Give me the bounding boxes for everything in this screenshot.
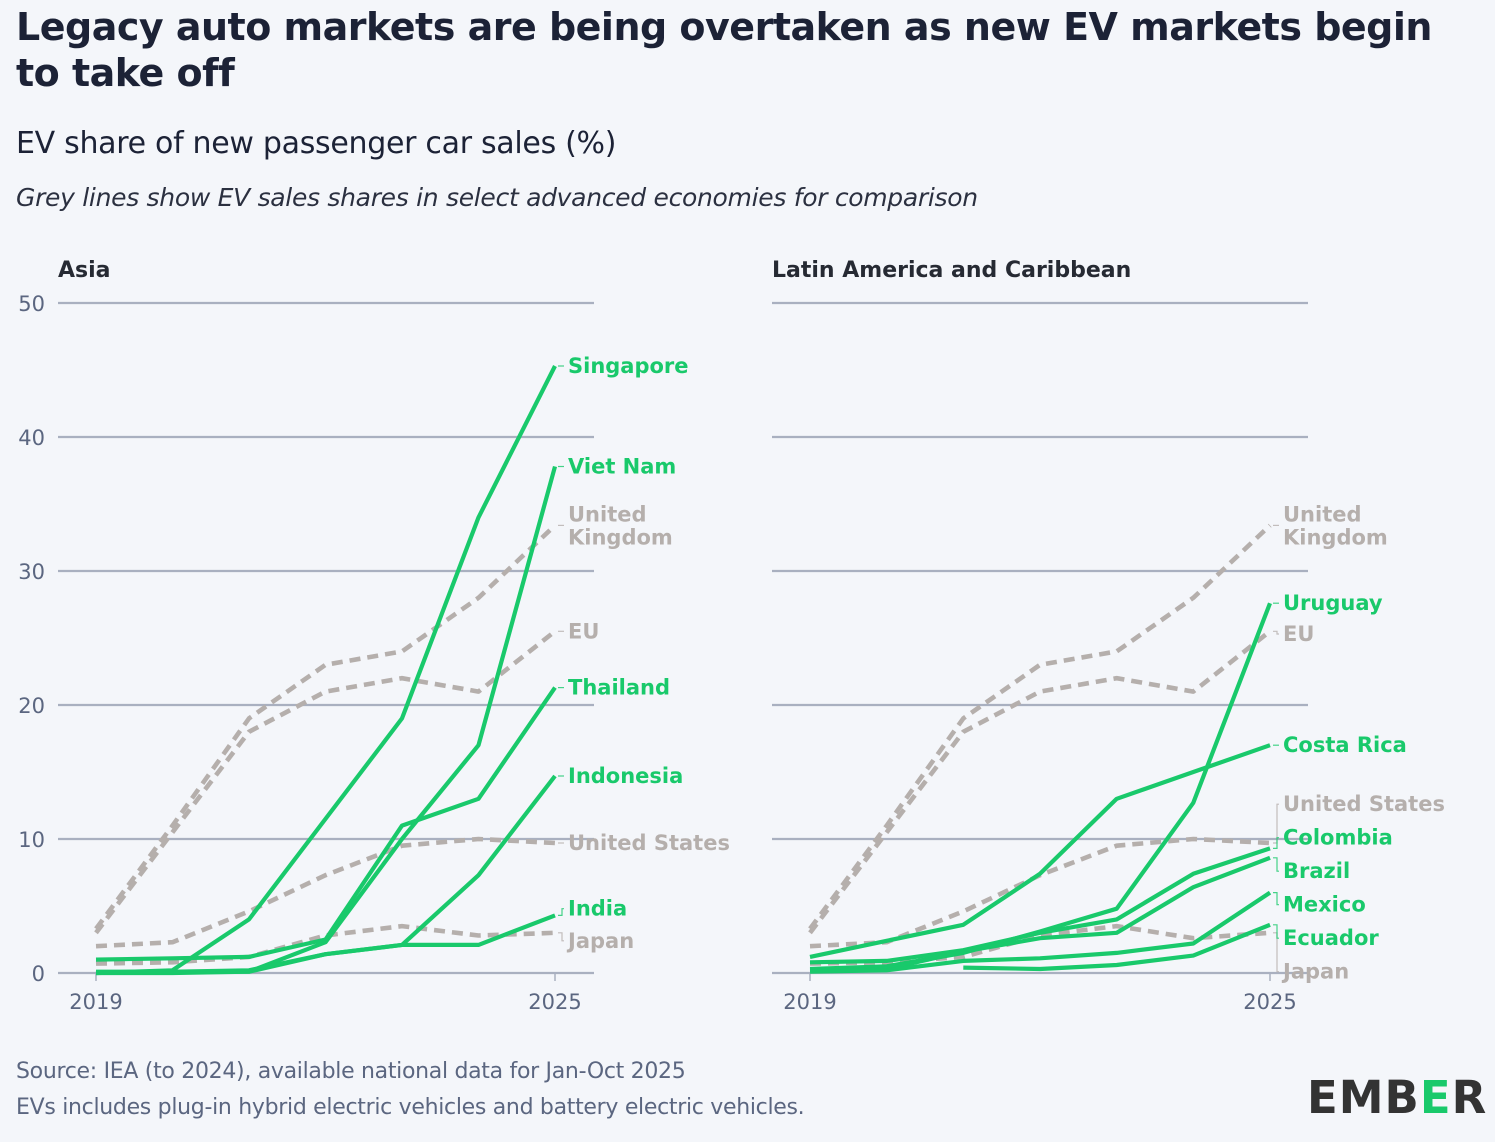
series-label-colombia: Colombia [1283, 826, 1393, 850]
y-tick-label: 30 [18, 560, 45, 584]
series-label-japan: Japan [566, 929, 634, 953]
chart-title: Legacy auto markets are being overtaken … [16, 5, 1432, 95]
panel-title: Asia [58, 258, 111, 283]
series-label-japan: Japan [1281, 960, 1349, 984]
label-connector [558, 908, 564, 916]
label-connector [1273, 837, 1279, 849]
series-label-brazil: Brazil [1283, 859, 1350, 883]
series-line-colombia [809, 846, 1271, 965]
y-tick-label: 20 [18, 694, 45, 718]
series-label-indonesia: Indonesia [568, 764, 683, 788]
series-label-united-kingdom: United Kingdom [1283, 502, 1388, 549]
series-line-costa-rica [809, 743, 1271, 959]
series-label-mexico: Mexico [1283, 893, 1366, 917]
label-connector [1273, 857, 1279, 872]
series-label-uruguay: Uruguay [1283, 591, 1383, 615]
series-label-india: India [568, 897, 627, 921]
series-line-viet-nam [96, 465, 558, 976]
series-label-eu: EU [1283, 622, 1314, 646]
y-tick-label: 50 [18, 292, 45, 316]
series-label-eu: EU [568, 619, 599, 643]
chart-note: Grey lines show EV sales shares in selec… [16, 183, 978, 212]
label-connector [1273, 892, 1279, 906]
label-connector [558, 932, 564, 942]
panel-asia: Asia 0 10 20 30 40 50 2019 2025 United Kingdom EU Un… [18, 258, 730, 1014]
series-label-costa-rica: Costa Rica [1283, 733, 1407, 757]
label-connector [1273, 630, 1279, 635]
series-line-mexico [809, 890, 1272, 974]
series-label-singapore: Singapore [568, 354, 689, 378]
definition-text: EVs includes plug-in hybrid electric veh… [16, 1095, 805, 1120]
label-connector [1273, 932, 1279, 973]
series-line-japan [95, 923, 556, 966]
panel-latin-america: Latin America and Caribbean 2019 2025 Unite… [772, 258, 1445, 1014]
label-connector [1273, 924, 1279, 939]
series-label-united-states: United States [1283, 792, 1445, 816]
x-tick-label: 2025 [1243, 990, 1296, 1014]
series-line-eu [94, 629, 557, 935]
series-label-united-kingdom: United Kingdom [568, 502, 673, 549]
logo-prefix: EMB [1307, 1071, 1420, 1124]
x-tick-label: 2025 [528, 990, 581, 1014]
chart-subtitle: EV share of new passenger car sales (%) [16, 126, 617, 161]
ember-logo: EMBER [1307, 1071, 1487, 1124]
x-tick-label: 2019 [783, 990, 836, 1014]
series-line-uruguay [809, 602, 1272, 972]
series-line-united-kingdom [94, 523, 557, 931]
series-label-thailand: Thailand [568, 676, 670, 700]
series-label-united-states: United States [568, 831, 730, 855]
source-text: Source: IEA (to 2024), available nationa… [16, 1059, 686, 1084]
logo-green-e: E [1419, 1071, 1452, 1124]
y-tick-label: 40 [18, 426, 45, 450]
label-connector [1273, 803, 1279, 844]
series-line-ecuador [963, 922, 1271, 972]
series-line-singapore [95, 365, 557, 976]
series-line-united-kingdom [808, 523, 1272, 931]
series-line-eu [808, 629, 1272, 935]
series-line-india [96, 913, 556, 974]
series-label-ecuador: Ecuador [1283, 926, 1379, 950]
x-tick-label: 2019 [69, 990, 122, 1014]
y-tick-label: 0 [32, 962, 45, 986]
y-tick-label: 10 [18, 828, 45, 852]
panel-title: Latin America and Caribbean [772, 258, 1131, 283]
source-notes: Source: IEA (to 2024), available nationa… [16, 1054, 805, 1126]
series-label-viet-nam: Viet Nam [568, 454, 676, 478]
logo-suffix: R [1451, 1071, 1488, 1124]
series-line-united-states [95, 836, 556, 949]
series-line-thailand [95, 686, 557, 962]
